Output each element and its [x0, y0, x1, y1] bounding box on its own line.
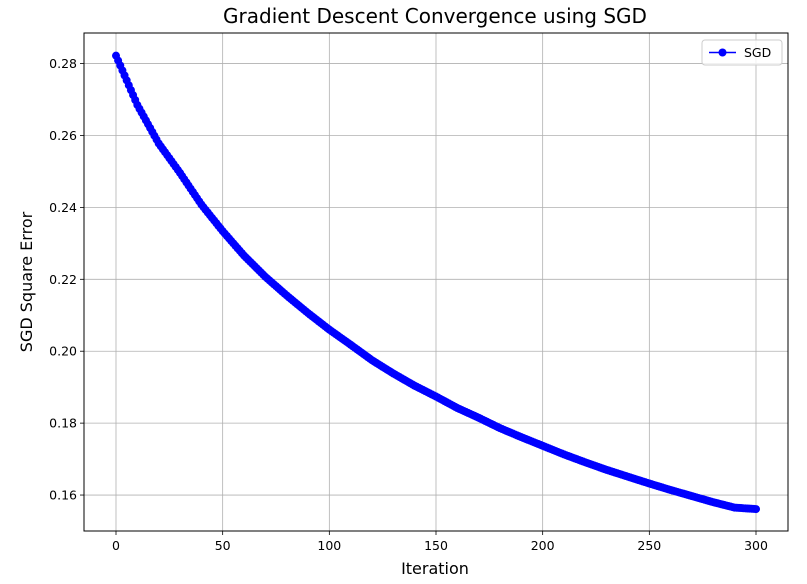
y-tick-label: 0.18: [49, 416, 77, 431]
y-tick-label: 0.22: [49, 272, 77, 287]
x-tick-label: 200: [531, 538, 555, 553]
x-axis-title: Iteration: [401, 559, 469, 578]
y-tick-label: 0.28: [49, 56, 77, 71]
y-axis-ticks: 0.16 0.18 0.20 0.22 0.24 0.26 0.28: [49, 56, 84, 503]
x-tick-label: 150: [424, 538, 448, 553]
data-point: [752, 505, 760, 514]
x-tick-label: 300: [744, 538, 768, 553]
x-axis-ticks: 0 50 100 150 200 250 300: [112, 531, 768, 553]
legend: SGD: [701, 39, 783, 66]
y-tick-label: 0.16: [49, 488, 77, 503]
legend-label: SGD: [744, 45, 771, 60]
series-markers: [112, 51, 760, 514]
series-layer: [112, 51, 760, 514]
legend-marker: [718, 48, 727, 57]
grid: [84, 33, 788, 531]
x-tick-label: 100: [317, 538, 341, 553]
legend-box: [701, 39, 783, 66]
x-tick-label: 0: [112, 538, 120, 553]
y-tick-label: 0.20: [49, 344, 77, 359]
x-tick-label: 50: [215, 538, 231, 553]
y-tick-label: 0.26: [49, 128, 77, 143]
y-axis-title: SGD Square Error: [17, 211, 36, 352]
y-tick-label: 0.24: [49, 200, 77, 215]
chart-title: Gradient Descent Convergence using SGD: [223, 4, 647, 28]
x-tick-label: 250: [637, 538, 661, 553]
